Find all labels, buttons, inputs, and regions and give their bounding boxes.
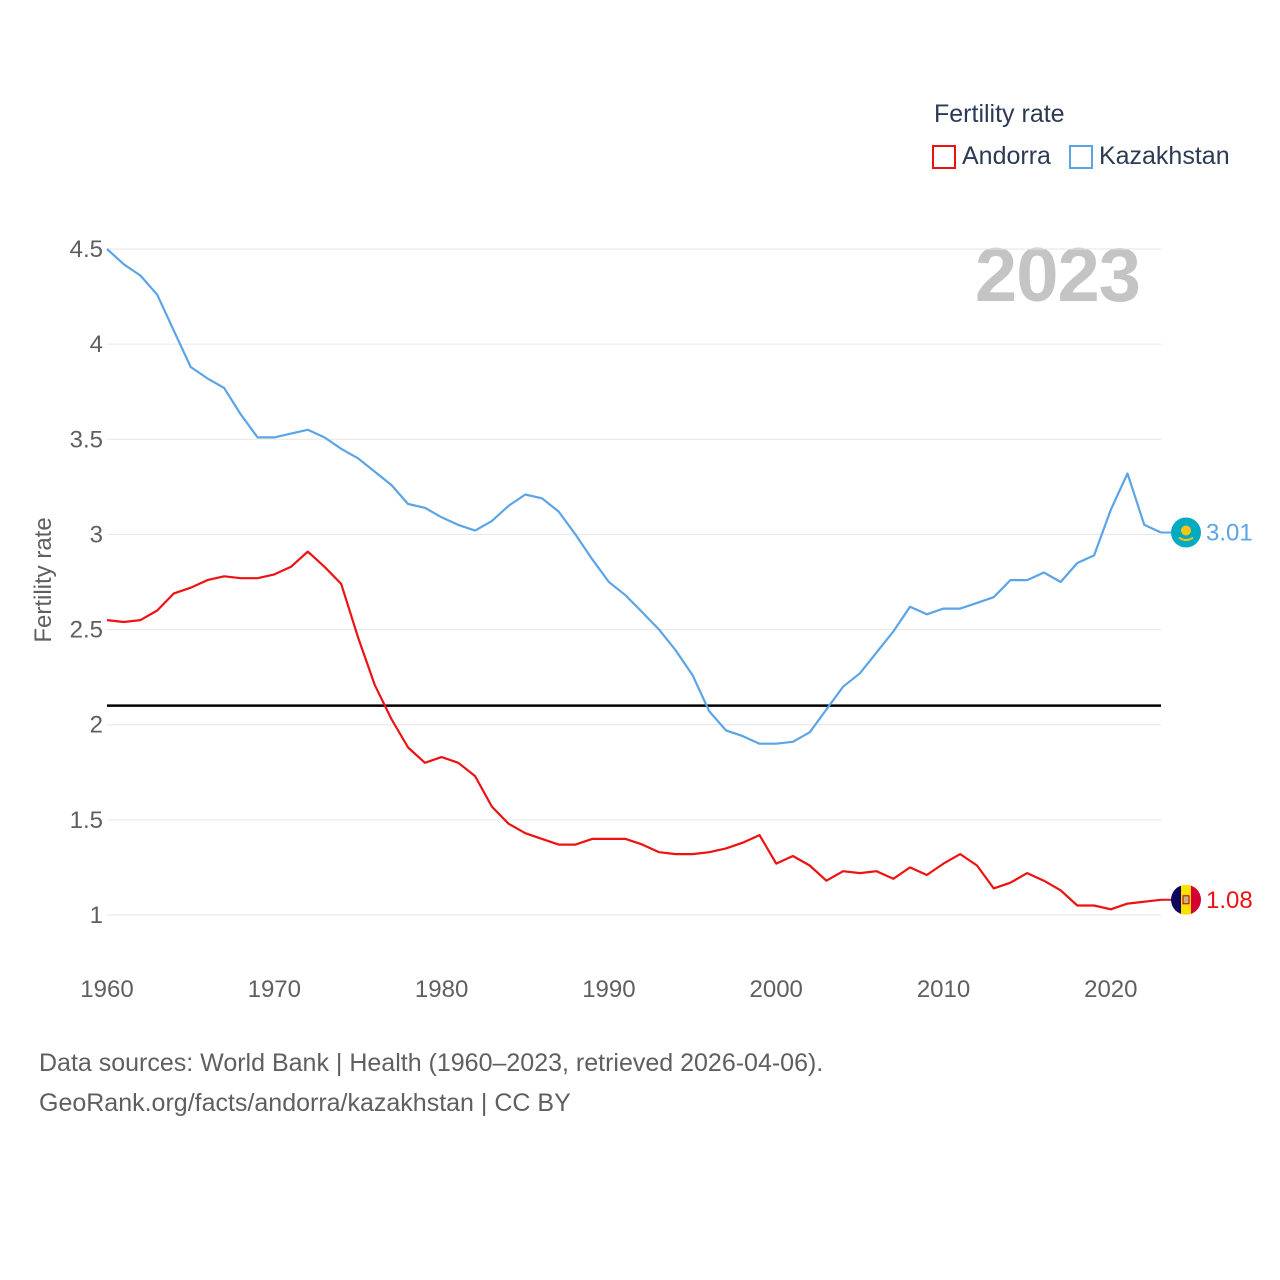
- legend-swatch-kazakhstan: [1068, 144, 1093, 169]
- legend-swatch-andorra: [932, 144, 956, 169]
- legend-item-andorra[interactable]: Andorra: [932, 142, 1051, 171]
- y-tick-label: 3.5: [70, 426, 103, 453]
- y-tick-label: 1.5: [70, 807, 103, 834]
- legend-title: Fertility rate: [934, 100, 1065, 128]
- legend: Andorra Kazakhstan: [932, 142, 1248, 171]
- y-tick-label: 2.5: [70, 617, 103, 644]
- x-axis-ticks: 1960 1970 1980 1990 2000 2010 2020: [80, 976, 1137, 1003]
- kazakhstan-flag-icon: [1171, 517, 1201, 548]
- x-tick-label: 1990: [582, 976, 635, 1003]
- series-line-kazakhstan: [106, 248, 1162, 745]
- grid-lines: [107, 248, 1161, 916]
- footer-link[interactable]: GeoRank.org/facts/andorra/kazakhstan | C…: [39, 1089, 571, 1117]
- y-axis-label: Fertility rate: [30, 517, 57, 642]
- series-lines: [106, 248, 1162, 911]
- end-markers: 1.08 3.01: [1161, 517, 1253, 915]
- x-tick-label: 1980: [415, 976, 468, 1003]
- year-watermark: 2023: [974, 233, 1141, 318]
- footer: Data sources: World Bank | Health (1960–…: [39, 1043, 823, 1123]
- x-tick-label: 2010: [917, 976, 970, 1003]
- legend-label-kazakhstan: Kazakhstan: [1098, 142, 1230, 170]
- x-tick-label: 2020: [1084, 976, 1137, 1003]
- y-tick-label: 3: [90, 521, 103, 548]
- y-tick-label: 1: [90, 902, 103, 929]
- footer-sources: Data sources: World Bank | Health (1960–…: [39, 1049, 824, 1077]
- end-value-label-andorra: 1.08: [1206, 887, 1253, 914]
- x-tick-label: 1970: [248, 976, 301, 1003]
- series-line-andorra: [106, 550, 1162, 911]
- legend-label-andorra: Andorra: [962, 142, 1051, 170]
- y-tick-label: 4.5: [70, 236, 103, 263]
- y-axis-ticks: 1 1.5 2 2.5 3 3.5 4 4.5: [70, 236, 103, 929]
- andorra-flag-icon: [1171, 884, 1201, 915]
- end-value-label-kazakhstan: 3.01: [1206, 520, 1253, 547]
- y-tick-label: 4: [90, 331, 103, 358]
- x-tick-label: 1960: [80, 976, 133, 1003]
- x-tick-label: 2000: [750, 976, 803, 1003]
- legend-item-kazakhstan[interactable]: Kazakhstan: [1068, 142, 1230, 171]
- y-tick-label: 2: [90, 712, 103, 739]
